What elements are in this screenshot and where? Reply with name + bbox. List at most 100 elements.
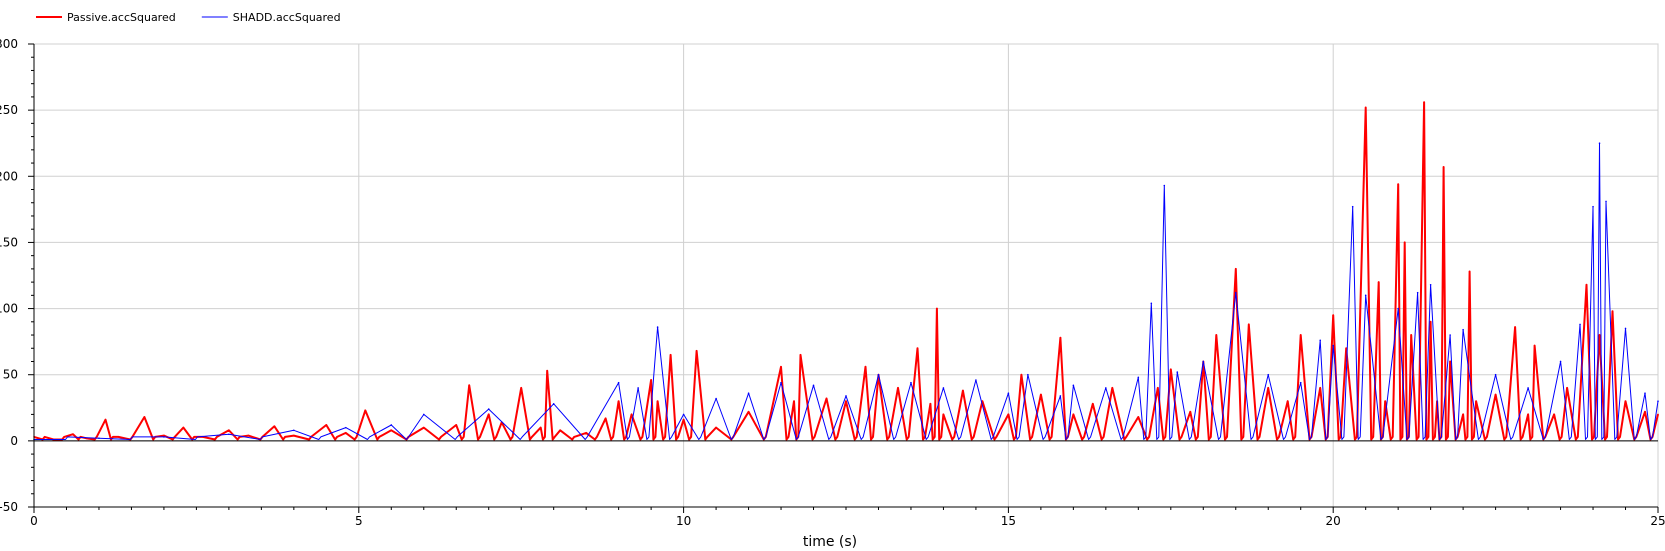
data-point bbox=[637, 387, 639, 389]
data-point bbox=[1579, 323, 1581, 326]
series-line bbox=[33, 101, 1659, 441]
axes: -50 0 50 100 150 200 250 300 0 5 10 15 20 25 bbox=[0, 37, 1665, 528]
data-point bbox=[897, 387, 899, 389]
data-point bbox=[1072, 384, 1075, 387]
data-point bbox=[1137, 376, 1140, 379]
data-point bbox=[163, 436, 165, 438]
data-point bbox=[1319, 339, 1322, 342]
data-point bbox=[228, 433, 230, 436]
data-point bbox=[1397, 183, 1399, 186]
data-point bbox=[877, 373, 880, 376]
data-point bbox=[1020, 373, 1023, 376]
data-point bbox=[1332, 344, 1334, 347]
y-tick-label: 300 bbox=[0, 37, 18, 51]
data-point bbox=[1137, 416, 1140, 418]
grid-lines bbox=[33, 43, 1659, 508]
data-point bbox=[1027, 373, 1029, 376]
x-tick-label: 0 bbox=[30, 514, 38, 528]
data-point bbox=[1170, 368, 1172, 371]
data-point bbox=[1059, 336, 1062, 339]
data-point bbox=[1611, 310, 1614, 313]
data-point bbox=[975, 379, 977, 381]
data-point bbox=[1234, 268, 1237, 270]
y-tick-label: 100 bbox=[0, 302, 18, 316]
data-point bbox=[1007, 392, 1010, 395]
data-point bbox=[1605, 200, 1607, 203]
data-point bbox=[1299, 334, 1302, 336]
series-Passive.accSquared bbox=[33, 101, 1659, 441]
data-point bbox=[1462, 413, 1464, 416]
data-point bbox=[98, 437, 100, 440]
data-point bbox=[72, 433, 74, 436]
data-point bbox=[1462, 328, 1464, 331]
data-point bbox=[604, 417, 607, 420]
data-point bbox=[845, 395, 847, 397]
data-point bbox=[747, 410, 750, 413]
data-point bbox=[559, 429, 561, 432]
x-tick-label: 25 bbox=[1650, 514, 1665, 528]
data-point bbox=[780, 365, 782, 368]
data-point bbox=[630, 413, 633, 416]
y-tick-label: 250 bbox=[0, 103, 18, 117]
data-point bbox=[1657, 413, 1659, 416]
data-point bbox=[1364, 106, 1367, 109]
data-point bbox=[942, 387, 945, 389]
data-point bbox=[390, 429, 393, 432]
data-point bbox=[1332, 314, 1334, 316]
data-point bbox=[695, 350, 698, 352]
data-point bbox=[1468, 270, 1471, 273]
data-point bbox=[455, 424, 458, 426]
data-point bbox=[864, 365, 867, 368]
data-point bbox=[656, 326, 659, 328]
data-point bbox=[929, 403, 932, 405]
data-point bbox=[1364, 294, 1367, 297]
data-point bbox=[669, 354, 672, 356]
x-tick-label: 5 bbox=[355, 514, 363, 528]
data-point bbox=[1267, 373, 1270, 376]
data-point bbox=[1040, 393, 1042, 396]
data-point bbox=[468, 384, 471, 387]
data-point bbox=[1592, 205, 1594, 208]
data-point bbox=[487, 413, 490, 416]
data-point bbox=[182, 426, 185, 429]
data-point bbox=[1202, 360, 1205, 363]
data-point bbox=[1423, 101, 1425, 104]
data-point bbox=[345, 426, 347, 429]
data-point bbox=[1598, 142, 1601, 145]
data-point bbox=[780, 381, 782, 384]
data-point bbox=[1007, 413, 1010, 416]
data-point bbox=[1527, 387, 1529, 389]
data-point bbox=[1657, 400, 1659, 402]
data-point bbox=[682, 413, 685, 416]
data-point bbox=[1494, 393, 1497, 396]
data-point bbox=[1559, 360, 1562, 363]
data-point bbox=[325, 424, 328, 426]
y-tick-label: -50 bbox=[0, 500, 18, 514]
data-point bbox=[487, 408, 490, 410]
x-tick-label: 15 bbox=[1001, 514, 1016, 528]
data-point bbox=[825, 397, 828, 400]
data-point bbox=[1585, 283, 1588, 286]
data-point bbox=[1449, 334, 1451, 336]
data-point bbox=[1644, 392, 1646, 395]
data-point bbox=[1624, 400, 1627, 402]
data-point bbox=[1533, 344, 1536, 347]
data-point bbox=[1176, 371, 1179, 373]
data-point bbox=[1566, 387, 1568, 389]
data-point bbox=[650, 379, 652, 381]
data-point bbox=[793, 400, 795, 402]
data-point bbox=[812, 384, 815, 387]
data-point bbox=[617, 381, 620, 384]
data-point bbox=[1072, 413, 1075, 416]
data-point bbox=[1150, 302, 1153, 305]
data-point bbox=[1215, 334, 1218, 336]
data-point bbox=[1397, 307, 1399, 310]
data-point bbox=[1384, 400, 1386, 402]
data-point bbox=[520, 387, 522, 389]
y-tick-label: 150 bbox=[0, 235, 18, 249]
data-point bbox=[345, 432, 347, 434]
data-point bbox=[552, 403, 555, 405]
data-point bbox=[715, 397, 717, 400]
data-point bbox=[293, 434, 295, 437]
